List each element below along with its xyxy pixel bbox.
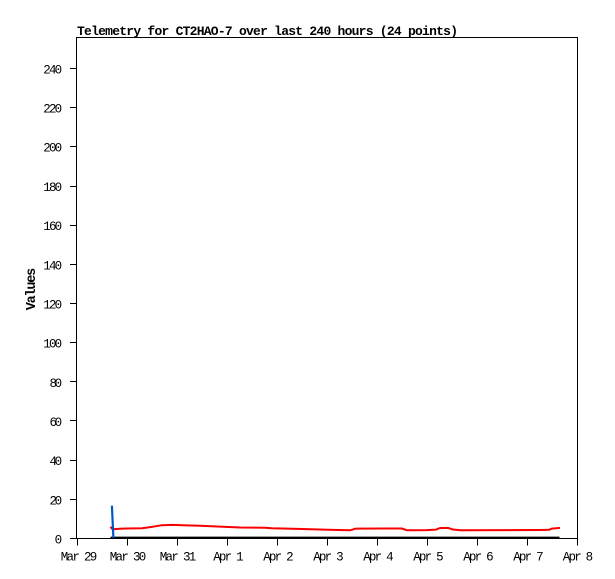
svg-text:20: 20 (50, 494, 63, 508)
svg-text:0: 0 (55, 534, 63, 548)
svg-text:200: 200 (43, 142, 62, 156)
svg-text:60: 60 (50, 416, 63, 430)
svg-text:Mar 31: Mar 31 (160, 550, 197, 564)
svg-text:120: 120 (43, 298, 62, 312)
svg-text:Apr 6: Apr 6 (463, 550, 493, 564)
svg-text:Apr 7: Apr 7 (513, 550, 543, 564)
svg-text:Telemetry for CT2HAO-7 over la: Telemetry for CT2HAO-7 over last 240 hou… (77, 24, 458, 39)
svg-text:Mar 29: Mar 29 (61, 550, 98, 564)
svg-text:140: 140 (43, 259, 62, 273)
svg-text:Apr 1: Apr 1 (213, 550, 243, 564)
svg-text:240: 240 (43, 63, 62, 77)
svg-text:80: 80 (50, 377, 63, 391)
svg-text:Values: Values (25, 268, 40, 311)
svg-text:Apr 4: Apr 4 (363, 550, 393, 564)
svg-text:Mar 30: Mar 30 (110, 550, 147, 564)
svg-text:100: 100 (43, 338, 62, 352)
svg-text:Apr 3: Apr 3 (313, 550, 343, 564)
svg-text:160: 160 (43, 220, 62, 234)
svg-text:Apr 8: Apr 8 (563, 550, 593, 564)
svg-text:Apr 2: Apr 2 (263, 550, 293, 564)
svg-text:40: 40 (50, 455, 63, 469)
svg-text:Apr 5: Apr 5 (413, 550, 443, 564)
svg-text:180: 180 (43, 181, 62, 195)
svg-text:220: 220 (43, 103, 62, 117)
